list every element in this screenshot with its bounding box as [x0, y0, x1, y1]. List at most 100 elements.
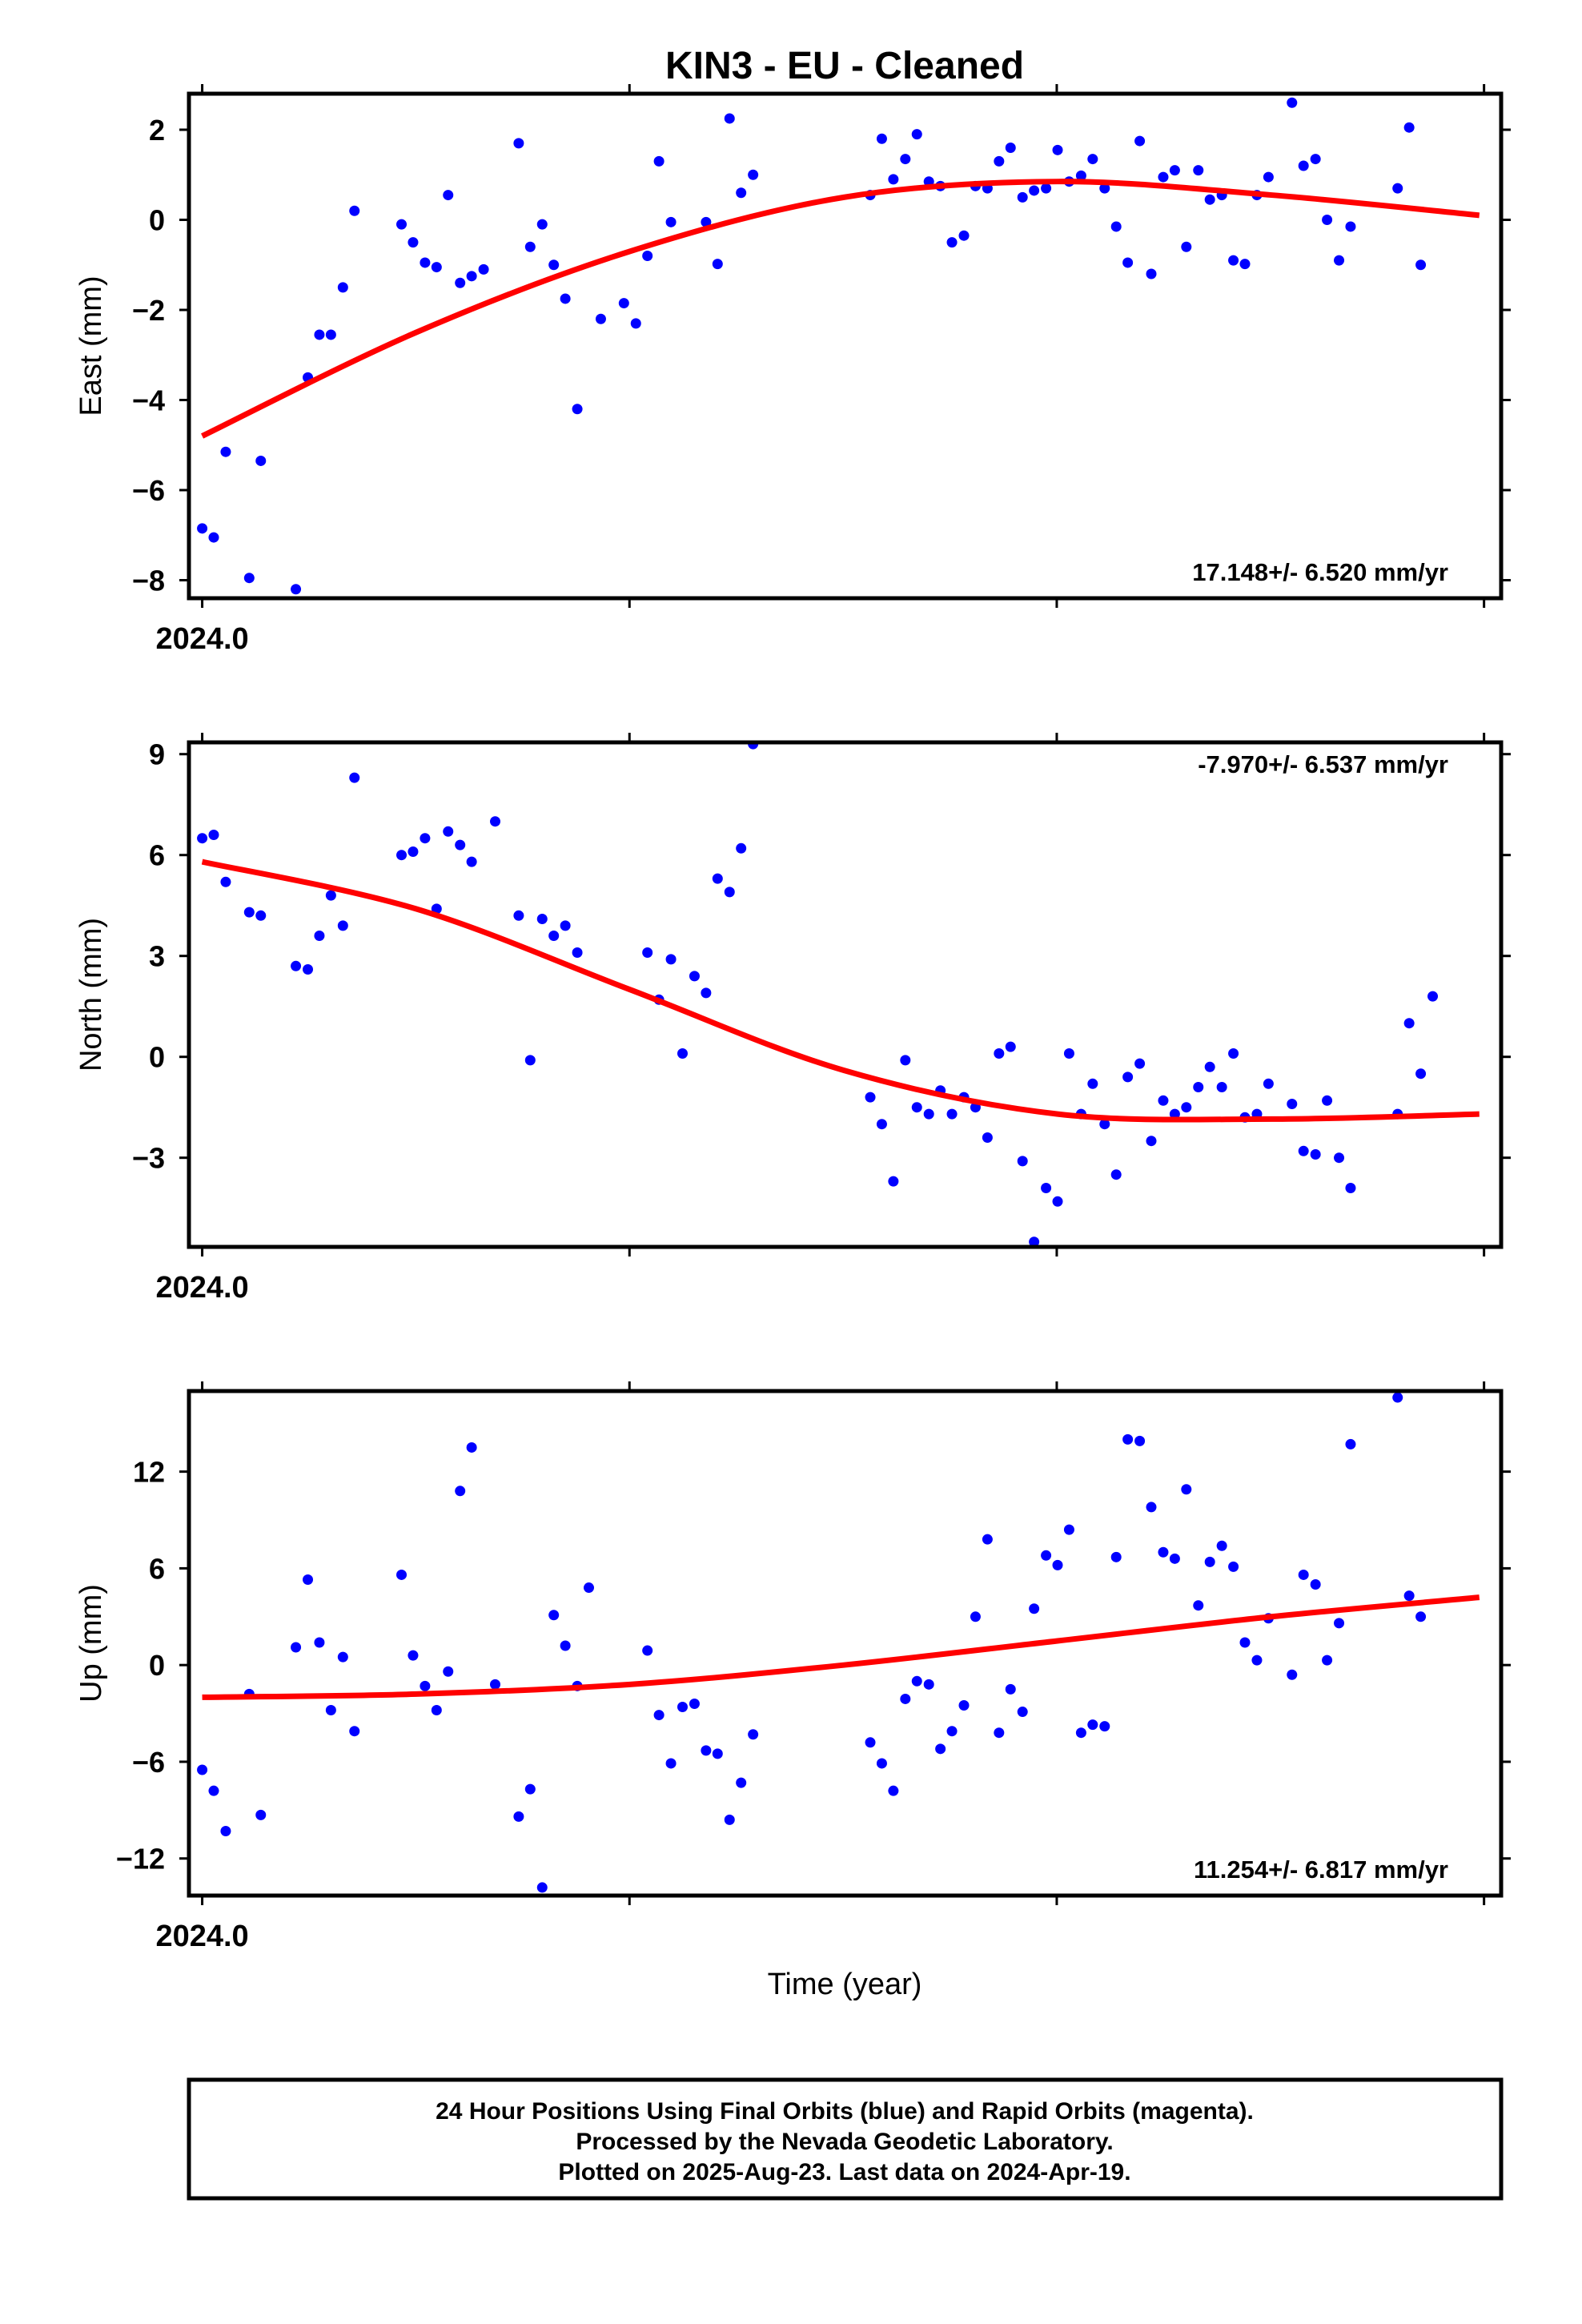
- data-point: [1392, 183, 1403, 194]
- data-point: [1204, 194, 1215, 205]
- y-tick-label: −4: [132, 384, 165, 417]
- data-point: [1334, 255, 1345, 266]
- data-point: [1415, 259, 1427, 271]
- data-point: [876, 1119, 887, 1130]
- data-point: [1017, 191, 1028, 203]
- data-point: [1310, 1149, 1321, 1160]
- data-point: [1169, 1108, 1180, 1120]
- data-point: [994, 155, 1005, 167]
- data-point: [595, 313, 606, 324]
- data-point: [724, 1814, 735, 1825]
- data-point: [1099, 183, 1110, 194]
- data-point: [724, 887, 735, 898]
- y-tick-label: −12: [116, 1843, 165, 1876]
- data-point: [408, 1650, 419, 1661]
- data-point: [876, 133, 887, 144]
- data-point: [1310, 1579, 1321, 1590]
- data-point: [1110, 1551, 1122, 1562]
- data-point: [314, 329, 325, 340]
- data-point: [1322, 1095, 1333, 1106]
- data-point: [1263, 1078, 1274, 1089]
- x-tick-label: 2024.0: [155, 1920, 248, 1953]
- data-point: [466, 1441, 477, 1453]
- data-point: [524, 1055, 536, 1066]
- data-point: [982, 1534, 993, 1545]
- data-point: [490, 816, 501, 827]
- data-point: [1334, 1152, 1345, 1164]
- y-tick-label: 3: [149, 940, 165, 973]
- data-point: [197, 523, 208, 534]
- footer-line-3: Plotted on 2025-Aug-23. Last data on 202…: [558, 2159, 1130, 2185]
- rate-label: 11.254+/- 6.817 mm/yr: [1194, 1856, 1448, 1884]
- data-point: [1298, 1145, 1309, 1156]
- y-tick-label: 0: [149, 1649, 165, 1682]
- x-tick-label: 2024.0: [155, 622, 248, 656]
- data-point: [994, 1727, 1005, 1739]
- data-point: [291, 960, 302, 971]
- data-point: [1216, 1082, 1227, 1092]
- data-point: [1427, 991, 1439, 1002]
- data-point: [1345, 1183, 1356, 1193]
- data-point: [431, 1705, 442, 1716]
- data-point: [630, 318, 641, 329]
- data-point: [1134, 1058, 1146, 1069]
- data-point: [1087, 154, 1098, 165]
- data-point: [1052, 1559, 1063, 1570]
- data-point: [513, 1811, 524, 1822]
- data-point: [337, 920, 348, 931]
- data-point: [900, 154, 911, 165]
- y-tick-label: −8: [132, 565, 165, 597]
- panel-2: 2024.0 −3 0 3 6 9 North (mm) -7.970+/- 6.537 mm…: [74, 733, 1511, 1305]
- data-point: [911, 1675, 922, 1687]
- data-point: [408, 846, 419, 857]
- data-point: [1334, 1618, 1345, 1629]
- data-point: [865, 1737, 876, 1748]
- data-point: [1146, 1502, 1157, 1513]
- data-point: [1087, 1719, 1098, 1731]
- data-point: [689, 971, 700, 982]
- data-point: [255, 1809, 267, 1820]
- data-point: [1122, 1072, 1134, 1083]
- data-point: [923, 1108, 934, 1120]
- data-point: [1063, 1524, 1074, 1535]
- panel-3: 2024.0 −12 −6 0 6 12 Up (mm) 11.254+/- 6.817 mm…: [74, 1381, 1511, 1953]
- data-point: [1403, 122, 1415, 133]
- y-axis-label: East (mm): [74, 275, 108, 416]
- fit-line: [201, 858, 1480, 1123]
- data-point: [220, 446, 231, 457]
- data-point: [888, 174, 899, 185]
- data-point: [1204, 1556, 1215, 1567]
- data-point: [748, 169, 759, 180]
- data-point: [911, 1102, 922, 1113]
- data-point: [303, 964, 314, 975]
- data-point: [1158, 1095, 1169, 1106]
- data-point: [572, 404, 583, 415]
- data-point: [466, 271, 477, 282]
- data-point: [560, 920, 571, 931]
- panels: 2024.0 −8 −6 −4 −2 0 2 East (mm) 17.148+/- 6.520…: [74, 84, 1511, 1953]
- data-point: [1005, 1683, 1016, 1695]
- fit-line: [201, 179, 1480, 439]
- data-point: [1193, 1600, 1204, 1611]
- data-point: [548, 1610, 560, 1621]
- data-point: [701, 987, 712, 999]
- data-point: [653, 155, 665, 167]
- x-axis-label: Time (year): [768, 1968, 922, 2001]
- data-point: [1193, 165, 1204, 176]
- y-axis-label: North (mm): [74, 918, 108, 1072]
- data-point: [513, 138, 524, 149]
- data-point: [946, 237, 958, 248]
- data-point: [653, 1710, 665, 1721]
- data-point: [923, 1679, 934, 1690]
- data-point: [677, 1048, 688, 1059]
- data-points: [197, 97, 1427, 595]
- y-tick-label: 0: [149, 204, 165, 237]
- data-point: [396, 219, 408, 230]
- data-point: [1310, 154, 1321, 165]
- y-tick-label: −2: [132, 294, 165, 327]
- data-point: [1087, 1078, 1098, 1089]
- data-point: [325, 890, 336, 901]
- y-tick-label: 2: [149, 114, 165, 147]
- data-point: [689, 1698, 700, 1709]
